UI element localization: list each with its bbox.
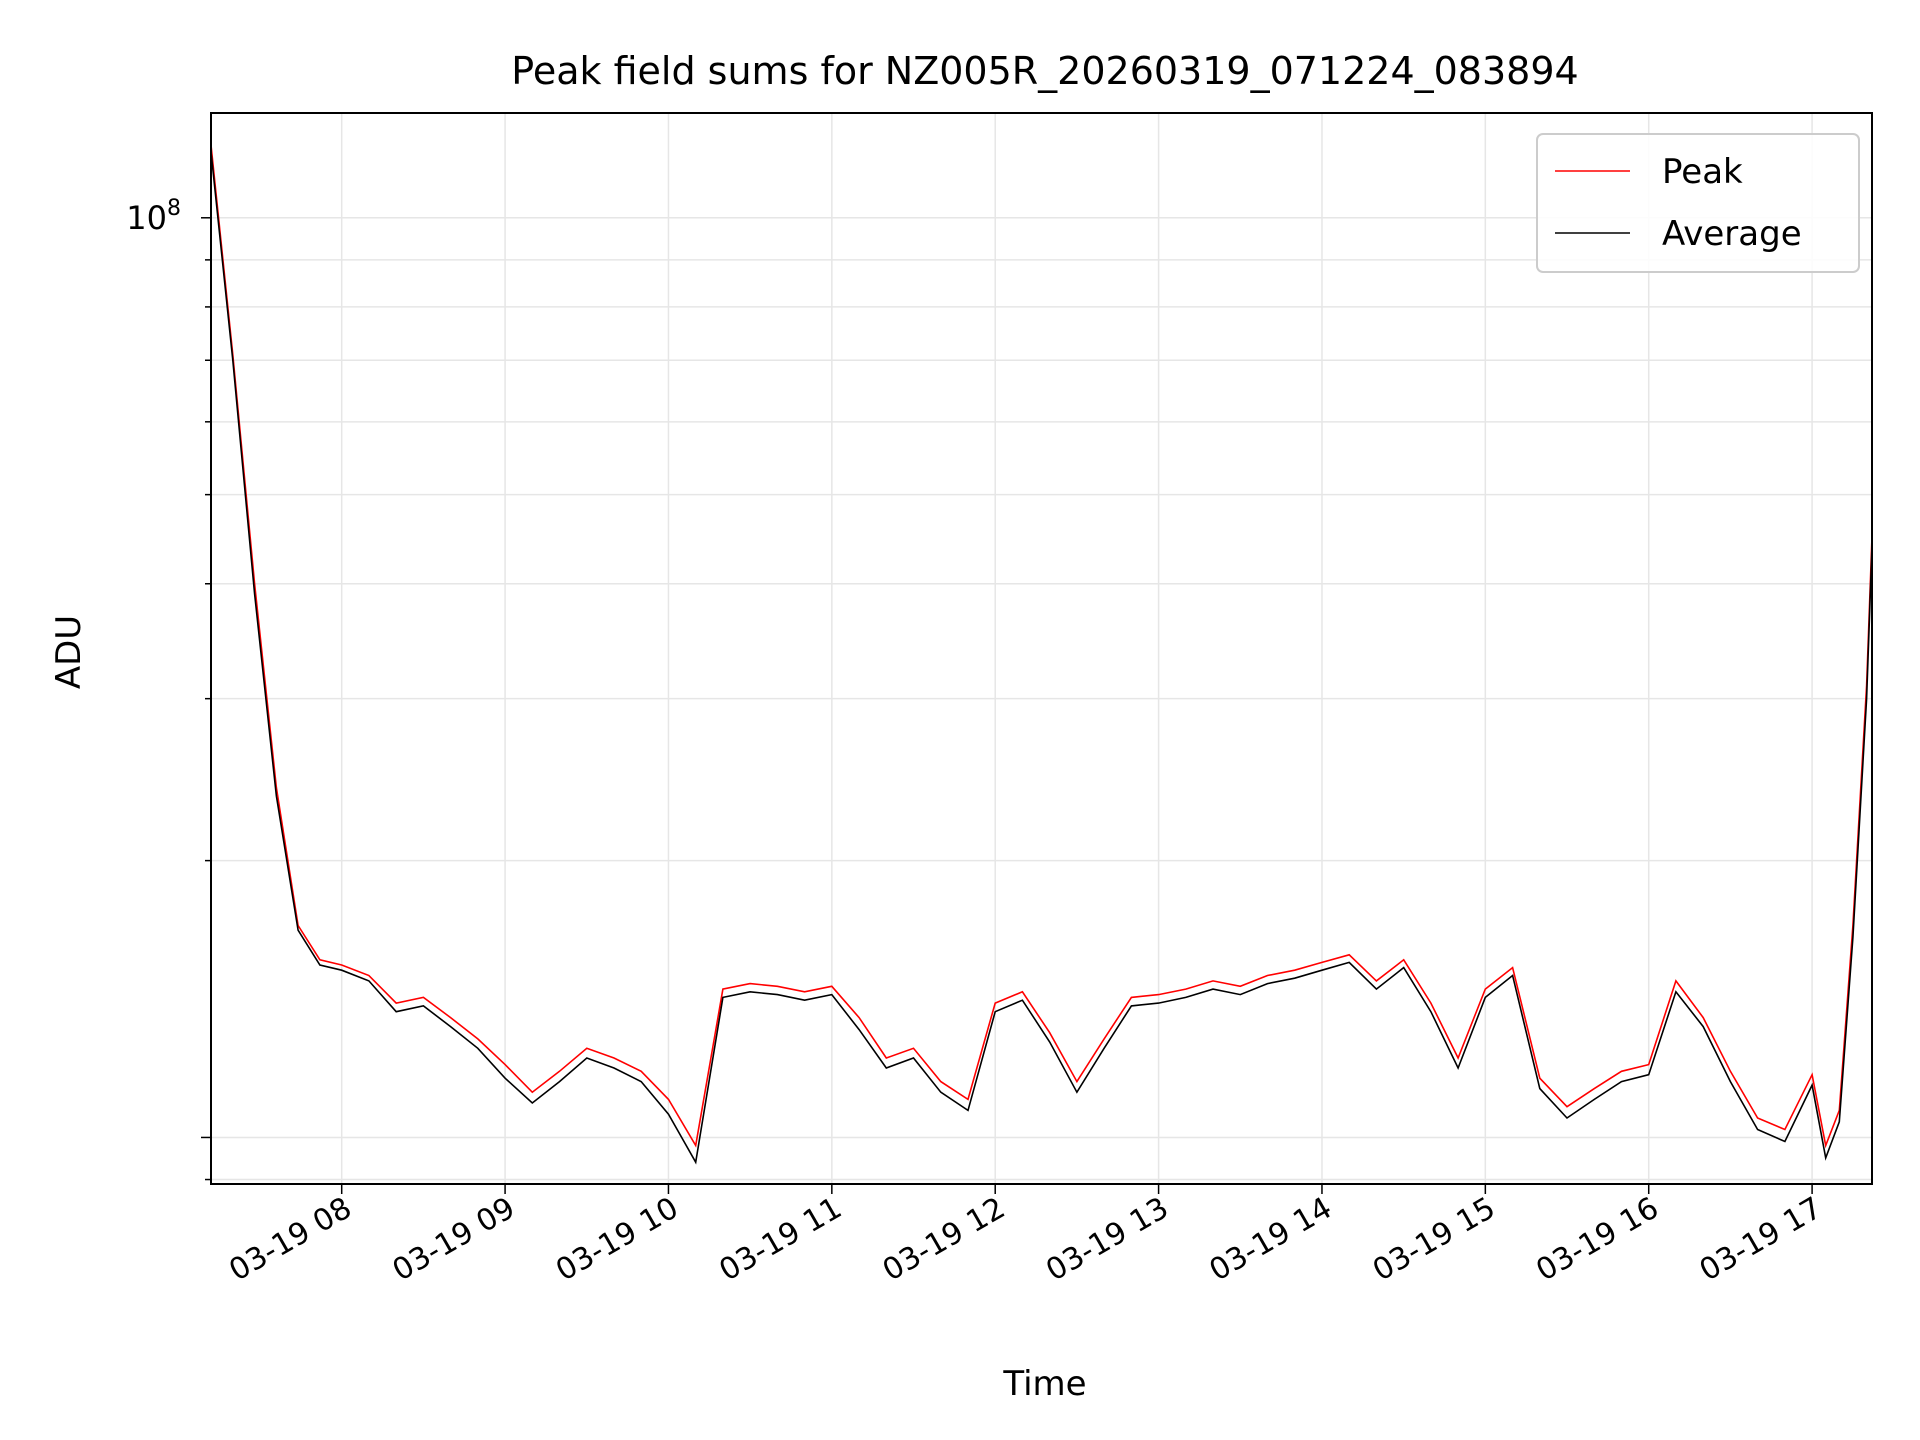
legend-peak-label: Peak [1662,152,1743,192]
y-tick-exponent: 8 [167,196,181,221]
plot-frame [210,112,1873,1185]
legend-average-label: Average [1662,214,1802,254]
y-axis: 108 [126,196,211,1181]
series-layer [211,144,1872,1165]
series-line-average [211,151,1872,1165]
chart-title: Peak field sums for NZ005R_20260319_0712… [511,49,1578,93]
legend: Peak Average [1536,133,1860,273]
y-tick-base: 10 [126,199,167,237]
legend-box [1536,133,1860,273]
y-axis-label: ADU [49,615,89,689]
x-axis-label: Time [1002,1364,1086,1404]
series-line-peak [211,144,1872,1149]
y-tick-label: 108 [126,196,181,237]
